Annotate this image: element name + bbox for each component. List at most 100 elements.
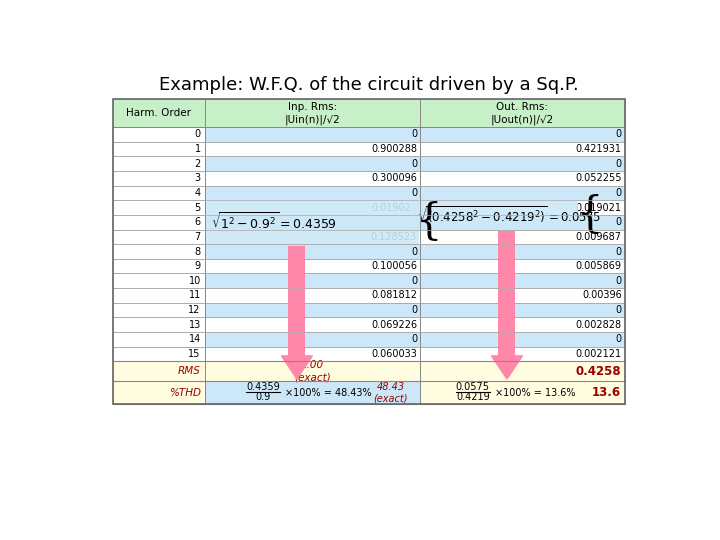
Text: 0: 0 bbox=[411, 130, 417, 139]
Text: 15: 15 bbox=[189, 349, 201, 359]
Bar bbox=[420, 230, 625, 244]
Text: 48.43
(exact): 48.43 (exact) bbox=[374, 382, 408, 403]
Text: 13: 13 bbox=[189, 320, 201, 330]
Text: 0: 0 bbox=[411, 247, 417, 256]
Bar bbox=[113, 303, 204, 318]
Bar bbox=[113, 99, 204, 127]
Text: 0.9: 0.9 bbox=[255, 393, 271, 402]
Bar bbox=[204, 361, 420, 381]
Bar bbox=[204, 318, 420, 332]
Text: Harm. Order: Harm. Order bbox=[127, 109, 192, 118]
Bar bbox=[420, 244, 625, 259]
Bar bbox=[289, 246, 305, 356]
Text: 0.00396: 0.00396 bbox=[582, 291, 621, 300]
Text: 0.128523: 0.128523 bbox=[371, 232, 417, 242]
Text: Out. Rms:
|Uout(n)|/√2: Out. Rms: |Uout(n)|/√2 bbox=[491, 102, 554, 125]
Text: $\sqrt{1^2-0.9^2}=0.4359$: $\sqrt{1^2-0.9^2}=0.4359$ bbox=[211, 212, 337, 233]
Bar bbox=[420, 273, 625, 288]
Bar bbox=[420, 318, 625, 332]
Bar bbox=[113, 142, 204, 157]
Text: 1.00
(exact): 1.00 (exact) bbox=[294, 361, 330, 382]
Text: 0.009687: 0.009687 bbox=[576, 232, 621, 242]
Text: 0: 0 bbox=[411, 276, 417, 286]
Bar bbox=[420, 215, 625, 230]
Polygon shape bbox=[492, 356, 523, 379]
Bar bbox=[413, 200, 578, 230]
Bar bbox=[113, 215, 204, 230]
Text: 0.100056: 0.100056 bbox=[371, 261, 417, 271]
Text: 0.052255: 0.052255 bbox=[575, 173, 621, 184]
Bar bbox=[204, 230, 420, 244]
Bar bbox=[420, 361, 625, 381]
Bar bbox=[113, 200, 204, 215]
Bar bbox=[113, 381, 204, 404]
Bar bbox=[204, 200, 420, 215]
Bar bbox=[420, 171, 625, 186]
Text: %THD: %THD bbox=[168, 388, 201, 398]
Bar bbox=[204, 332, 420, 347]
Text: 2: 2 bbox=[194, 159, 201, 168]
Bar bbox=[420, 381, 625, 404]
Bar bbox=[113, 347, 204, 361]
Text: 4: 4 bbox=[194, 188, 201, 198]
Bar bbox=[204, 215, 420, 230]
Bar bbox=[204, 347, 420, 361]
Bar bbox=[113, 157, 204, 171]
Text: 12: 12 bbox=[189, 305, 201, 315]
Bar bbox=[204, 186, 420, 200]
Text: 0: 0 bbox=[616, 217, 621, 227]
Text: 9: 9 bbox=[194, 261, 201, 271]
Bar bbox=[113, 259, 204, 273]
Text: {: { bbox=[415, 201, 442, 243]
Text: 13.6: 13.6 bbox=[592, 386, 621, 399]
Bar bbox=[420, 186, 625, 200]
Text: 0.0575: 0.0575 bbox=[456, 382, 490, 393]
Text: 0: 0 bbox=[411, 159, 417, 168]
Text: 0: 0 bbox=[616, 130, 621, 139]
Bar bbox=[204, 244, 420, 259]
Text: 5: 5 bbox=[194, 202, 201, 213]
Text: 0.069226: 0.069226 bbox=[371, 320, 417, 330]
Text: 0.081812: 0.081812 bbox=[371, 291, 417, 300]
Text: 0.005869: 0.005869 bbox=[576, 261, 621, 271]
Polygon shape bbox=[282, 356, 312, 379]
Bar bbox=[420, 142, 625, 157]
Bar bbox=[113, 361, 204, 381]
Bar bbox=[113, 332, 204, 347]
Bar bbox=[420, 288, 625, 303]
Text: 0.900288: 0.900288 bbox=[371, 144, 417, 154]
Text: Example: W.F.Q. of the circuit driven by a Sq.P.: Example: W.F.Q. of the circuit driven by… bbox=[159, 76, 579, 93]
Bar bbox=[204, 288, 420, 303]
Bar bbox=[420, 303, 625, 318]
Text: ×100% = 48.43%: ×100% = 48.43% bbox=[284, 388, 371, 398]
Text: 0: 0 bbox=[616, 159, 621, 168]
Bar bbox=[113, 171, 204, 186]
Text: 0: 0 bbox=[616, 188, 621, 198]
Text: 0: 0 bbox=[616, 334, 621, 345]
Bar bbox=[498, 231, 516, 356]
Text: 0.002121: 0.002121 bbox=[575, 349, 621, 359]
Text: 3: 3 bbox=[194, 173, 201, 184]
Bar bbox=[113, 244, 204, 259]
Bar bbox=[420, 99, 625, 127]
Bar bbox=[204, 303, 420, 318]
Text: $\sqrt{(0.4258^2-0.4219^2)}{=}0.0575$: $\sqrt{(0.4258^2-0.4219^2)}{=}0.0575$ bbox=[417, 204, 601, 226]
Text: 0: 0 bbox=[411, 305, 417, 315]
Text: 0: 0 bbox=[411, 188, 417, 198]
Text: 14: 14 bbox=[189, 334, 201, 345]
Bar bbox=[204, 171, 420, 186]
Bar bbox=[113, 127, 204, 142]
Text: 0: 0 bbox=[411, 334, 417, 345]
Bar bbox=[204, 200, 418, 244]
Text: 0.4258: 0.4258 bbox=[575, 364, 621, 378]
Bar bbox=[420, 200, 625, 215]
Bar bbox=[204, 142, 420, 157]
Text: 7: 7 bbox=[194, 232, 201, 242]
Text: 0.4219: 0.4219 bbox=[456, 393, 490, 402]
Text: 0.300096: 0.300096 bbox=[372, 173, 417, 184]
Bar bbox=[113, 99, 625, 404]
Bar bbox=[420, 259, 625, 273]
Text: 0.421931: 0.421931 bbox=[576, 144, 621, 154]
Bar bbox=[204, 99, 420, 127]
Text: 0: 0 bbox=[616, 276, 621, 286]
